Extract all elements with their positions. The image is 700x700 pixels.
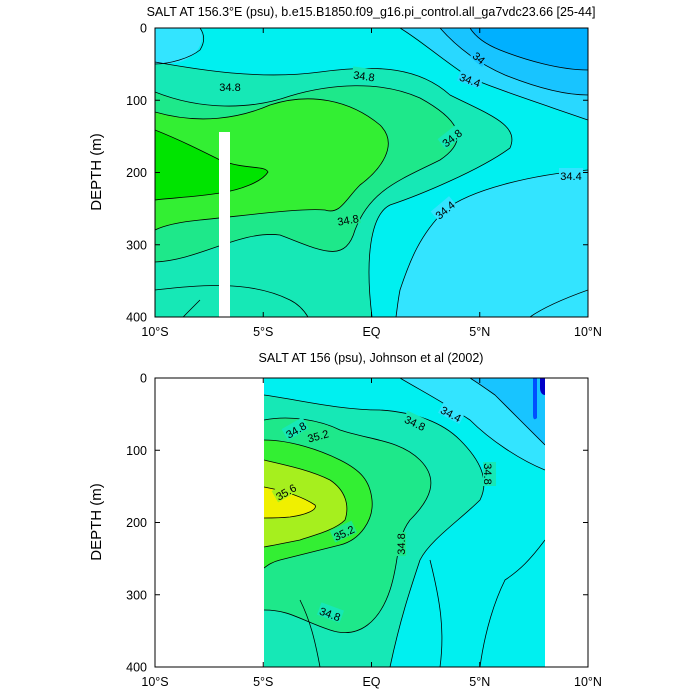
bottom-x-tick-label: 10°S bbox=[141, 675, 168, 689]
bottom-contour-label: 34.8 bbox=[396, 533, 408, 554]
top-y-tick-label: 0 bbox=[140, 22, 147, 36]
bottom-chart-title: SALT AT 156 (psu), Johnson et al (2002) bbox=[259, 351, 484, 365]
top-y-tick-label: 200 bbox=[126, 166, 147, 180]
bottom-contour-label: 34.8 bbox=[481, 463, 493, 484]
bottom-y-tick-label: 0 bbox=[140, 372, 147, 386]
top-y-tick-label: 400 bbox=[126, 311, 147, 325]
top-y-ticks: 0 100 200 300 400 bbox=[126, 22, 588, 325]
bottom-y-tick-label: 300 bbox=[126, 588, 147, 602]
bottom-x-tick-label: 10°N bbox=[574, 675, 602, 689]
top-x-tick-label: 10°S bbox=[141, 325, 168, 339]
top-x-tick-label: EQ bbox=[362, 325, 380, 339]
top-y-axis-label: DEPTH (m) bbox=[88, 133, 105, 211]
top-x-tick-label: 5°S bbox=[253, 325, 273, 339]
bottom-y-axis-label: DEPTH (m) bbox=[88, 483, 105, 561]
bottom-x-tick-label: 5°S bbox=[253, 675, 273, 689]
bottom-y-ticks: 0 100 200 300 400 bbox=[126, 372, 588, 675]
top-contour-label: 34.8 bbox=[352, 70, 375, 85]
bottom-contour-label: 35.2 bbox=[306, 428, 330, 445]
bottom-y-tick-label: 400 bbox=[126, 661, 147, 675]
bottom-y-tick-label: 200 bbox=[126, 516, 147, 530]
top-y-tick-label: 300 bbox=[126, 238, 147, 252]
top-contour-label: 34.8 bbox=[337, 213, 360, 229]
bottom-panel: SALT AT 156 (psu), Johnson et al (2002) bbox=[88, 351, 602, 689]
top-x-tick-label: 10°N bbox=[574, 325, 602, 339]
top-y-tick-label: 100 bbox=[126, 94, 147, 108]
top-panel: SALT AT 156.3°E (psu), b.e15.B1850.f09_g… bbox=[88, 5, 602, 339]
top-chart-title: SALT AT 156.3°E (psu), b.e15.B1850.f09_g… bbox=[147, 5, 596, 19]
bottom-x-tick-label: 5°N bbox=[469, 675, 490, 689]
top-contour-label: 34.8 bbox=[219, 82, 240, 94]
bottom-x-tick-label: EQ bbox=[362, 675, 380, 689]
top-contour-label: 34.4 bbox=[560, 171, 581, 183]
bottom-x-ticks: 10°S 5°S EQ 5°N 10°N bbox=[141, 378, 602, 689]
top-x-ticks: 10°S 5°S EQ 5°N 10°N bbox=[141, 28, 602, 339]
bottom-y-tick-label: 100 bbox=[126, 444, 147, 458]
top-x-tick-label: 5°N bbox=[469, 325, 490, 339]
